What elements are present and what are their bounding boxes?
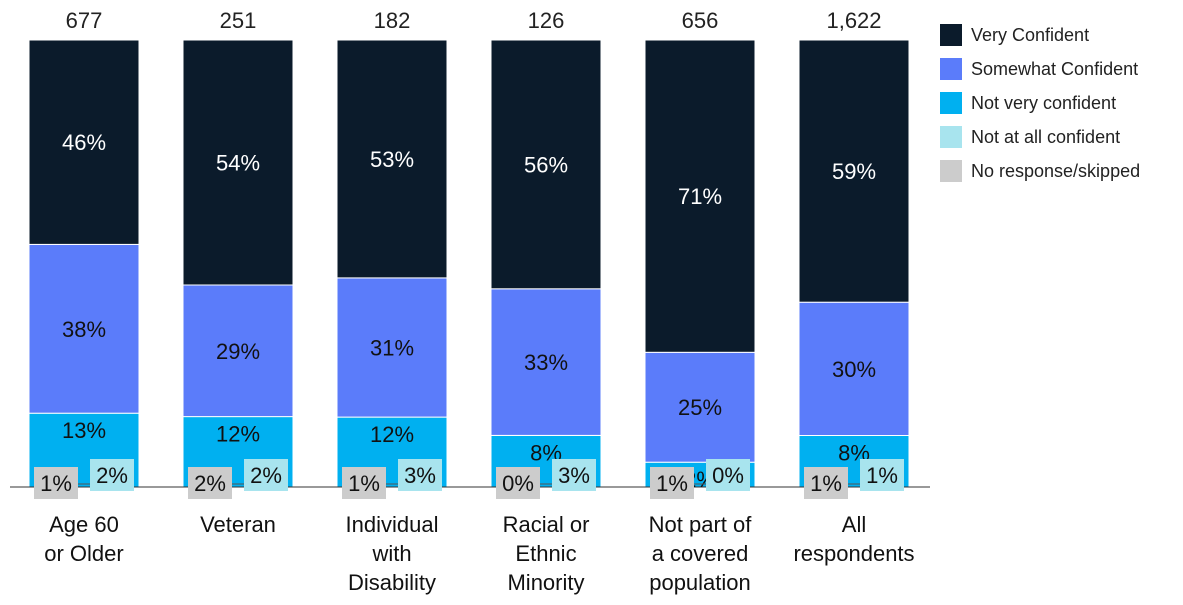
callout-box-no-response-skipped: [496, 467, 540, 499]
bar-segment-very-confident: [644, 39, 756, 353]
bar-segment-somewhat-confident: [798, 301, 910, 437]
data-label-not-at-all-confident: 1%: [866, 463, 898, 488]
bar-segment-somewhat-confident: [336, 277, 448, 418]
legend-label: Very Confident: [971, 24, 1090, 45]
category-label: Veteran: [200, 512, 276, 537]
category-label-line: a covered: [652, 541, 749, 566]
category-label: Not part of a covered population: [649, 512, 753, 595]
category-label-line: Minority: [507, 570, 584, 595]
bar-segment-very-confident: [798, 39, 910, 303]
category-label-line: population: [649, 570, 751, 595]
data-label-no-response-skipped: 1%: [656, 471, 688, 496]
legend-swatch-somewhat-confident: [940, 58, 962, 80]
legend-swatch-very-confident: [940, 24, 962, 46]
legend-swatch-not-very-confident: [940, 92, 962, 114]
legend: Very Confident Somewhat Confident Not ve…: [940, 18, 1140, 188]
data-label-no-response-skipped: 1%: [40, 471, 72, 496]
callout-box-no-response-skipped: [188, 467, 232, 499]
legend-swatch-not-at-all-confident: [940, 126, 962, 148]
data-label-not-at-all-confident: 2%: [96, 463, 128, 488]
data-label-somewhat-confident: 38%: [62, 317, 106, 342]
callout-box-not-at-all-confident: [552, 459, 596, 491]
category-label-line: Age 60: [49, 512, 119, 537]
data-label-somewhat-confident: 29%: [216, 339, 260, 364]
data-label-somewhat-confident: 30%: [832, 357, 876, 382]
bar-total-label: 656: [682, 8, 719, 33]
data-label-not-very-confident: 12%: [370, 422, 414, 447]
data-label-not-very-confident: 12%: [216, 422, 260, 447]
category-label: Racial or Ethnic Minority: [503, 512, 590, 595]
callout-box-no-response-skipped: [34, 467, 78, 499]
data-label-somewhat-confident: 25%: [678, 395, 722, 420]
callout-box-not-at-all-confident: [90, 459, 134, 491]
category-label-line: Individual: [346, 512, 439, 537]
data-label-not-at-all-confident: 2%: [250, 463, 282, 488]
data-label-very-confident: 53%: [370, 147, 414, 172]
legend-label: No response/skipped: [971, 160, 1141, 181]
bar-total-label: 677: [66, 8, 103, 33]
data-label-not-very-confident: 13%: [62, 418, 106, 443]
data-label-no-response-skipped: 1%: [810, 471, 842, 496]
data-label-not-at-all-confident: 3%: [558, 463, 590, 488]
data-label-very-confident: 56%: [524, 152, 568, 177]
data-labels: 46% 38% 13% 1% 2% 677 Age 60 or Older 54% 29% 12% 2…: [34, 8, 915, 595]
category-label-line: with: [371, 541, 411, 566]
legend-item-not-at-all-confident: Not at all confident: [940, 120, 1140, 154]
callout-box-not-at-all-confident: [860, 459, 904, 491]
bar-total-label: 182: [374, 8, 411, 33]
legend-swatch-no-response: [940, 160, 962, 182]
category-label: Individual with Disability: [346, 512, 439, 595]
category-label-line: or Older: [44, 541, 123, 566]
data-label-not-at-all-confident: 3%: [404, 463, 436, 488]
category-label-line: Racial or: [503, 512, 590, 537]
bar-segment-somewhat-confident: [490, 288, 602, 436]
data-label-very-confident: 54%: [216, 150, 260, 175]
category-label-line: respondents: [793, 541, 914, 566]
category-label: Age 60 or Older: [44, 512, 123, 566]
bar-segment-somewhat-confident: [182, 284, 294, 418]
legend-item-not-very-confident: Not very confident: [940, 86, 1140, 120]
callout-box-no-response-skipped: [342, 467, 386, 499]
data-label-very-confident: 71%: [678, 184, 722, 209]
bar-segment-very-confident: [336, 39, 448, 279]
data-label-no-response-skipped: 2%: [194, 471, 226, 496]
bar-segment-very-confident: [28, 39, 140, 245]
bar-segment-very-confident: [182, 39, 294, 286]
callout-box-not-at-all-confident: [706, 459, 750, 491]
legend-item-no-response: No response/skipped: [940, 154, 1140, 188]
legend-label: Somewhat Confident: [971, 58, 1139, 79]
legend-item-somewhat-confident: Somewhat Confident: [940, 52, 1140, 86]
bar-total-label: 1,622: [826, 8, 881, 33]
bar-total-label: 251: [220, 8, 257, 33]
data-label-no-response-skipped: 0%: [502, 471, 534, 496]
category-label-line: Not part of: [649, 512, 753, 537]
category-label: All respondents: [793, 512, 914, 566]
category-label-line: All: [842, 512, 866, 537]
data-label-no-response-skipped: 1%: [348, 471, 380, 496]
callout-box-not-at-all-confident: [244, 459, 288, 491]
callout-box-no-response-skipped: [804, 467, 848, 499]
category-label-line: Ethnic: [515, 541, 576, 566]
bars: [28, 39, 910, 488]
data-label-somewhat-confident: 31%: [370, 336, 414, 361]
callout-box-no-response-skipped: [650, 467, 694, 499]
callout-box-not-at-all-confident: [398, 459, 442, 491]
bar-segment-very-confident: [490, 39, 602, 290]
legend-label: Not very confident: [971, 92, 1117, 113]
category-label-line: Disability: [348, 570, 436, 595]
bar-segment-somewhat-confident: [28, 243, 140, 414]
data-label-very-confident: 59%: [832, 159, 876, 184]
legend-label: Not at all confident: [971, 126, 1121, 147]
data-label-not-at-all-confident: 0%: [712, 463, 744, 488]
category-label-line: Veteran: [200, 512, 276, 537]
legend-item-very-confident: Very Confident: [940, 18, 1140, 52]
bar-total-label: 126: [528, 8, 565, 33]
data-label-very-confident: 46%: [62, 130, 106, 155]
data-label-somewhat-confident: 33%: [524, 350, 568, 375]
